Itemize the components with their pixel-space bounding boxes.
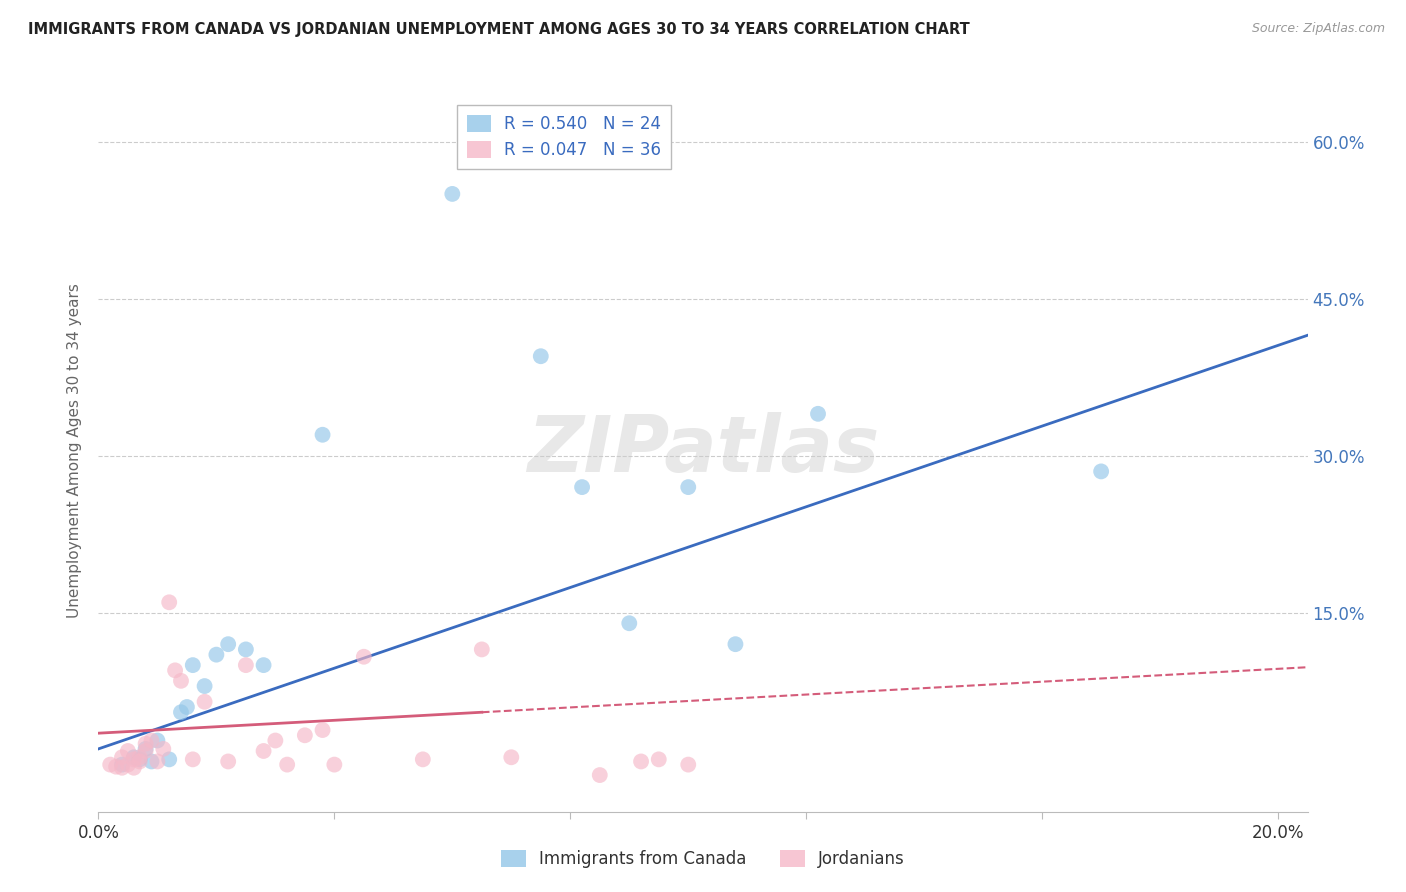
Point [146, 733, 169, 747]
Point [111, 750, 134, 764]
Point [135, 744, 157, 758]
Point [152, 742, 174, 756]
Point [323, 757, 346, 772]
Point [122, 750, 145, 764]
Point [141, 733, 163, 747]
Point [105, 760, 128, 774]
Point [165, 664, 187, 678]
Point [294, 728, 316, 742]
Point [441, 186, 464, 201]
Legend: Immigrants from Canada, Jordanians: Immigrants from Canada, Jordanians [495, 843, 911, 875]
Point [111, 761, 134, 775]
Point [170, 705, 193, 719]
Point [176, 700, 198, 714]
Point [807, 407, 830, 421]
Point [648, 752, 671, 766]
Point [217, 637, 239, 651]
Point [135, 737, 157, 751]
Point [471, 642, 494, 657]
Text: ZIPatlas: ZIPatlas [527, 412, 879, 489]
Point [571, 480, 593, 494]
Point [678, 480, 700, 494]
Point [353, 649, 375, 664]
Legend: R = 0.540   N = 24, R = 0.047   N = 36: R = 0.540 N = 24, R = 0.047 N = 36 [457, 104, 671, 169]
Point [128, 752, 150, 766]
Point [311, 723, 333, 737]
Point [252, 658, 274, 673]
Point [678, 757, 700, 772]
Point [1090, 464, 1112, 478]
Point [146, 755, 169, 769]
Point [205, 648, 228, 662]
Point [619, 616, 641, 631]
Point [135, 742, 157, 756]
Point [501, 750, 523, 764]
Point [630, 755, 652, 769]
Point [235, 658, 257, 673]
Text: IMMIGRANTS FROM CANADA VS JORDANIAN UNEMPLOYMENT AMONG AGES 30 TO 34 YEARS CORRE: IMMIGRANTS FROM CANADA VS JORDANIAN UNEM… [28, 22, 970, 37]
Point [117, 757, 139, 772]
Point [264, 733, 287, 747]
Point [252, 744, 274, 758]
Point [170, 673, 193, 688]
Point [589, 768, 612, 782]
Y-axis label: Unemployment Among Ages 30 to 34 years: Unemployment Among Ages 30 to 34 years [67, 283, 83, 618]
Point [724, 637, 747, 651]
Point [128, 755, 150, 769]
Point [276, 757, 298, 772]
Point [194, 679, 217, 693]
Point [98, 757, 121, 772]
Point [235, 642, 257, 657]
Point [311, 427, 333, 442]
Text: Source: ZipAtlas.com: Source: ZipAtlas.com [1251, 22, 1385, 36]
Point [122, 752, 145, 766]
Point [181, 658, 204, 673]
Point [412, 752, 434, 766]
Point [128, 750, 150, 764]
Point [157, 595, 180, 609]
Point [157, 752, 180, 766]
Point [111, 757, 134, 772]
Point [217, 755, 239, 769]
Point [530, 349, 553, 363]
Point [194, 695, 217, 709]
Point [117, 744, 139, 758]
Point [141, 755, 163, 769]
Point [181, 752, 204, 766]
Point [122, 761, 145, 775]
